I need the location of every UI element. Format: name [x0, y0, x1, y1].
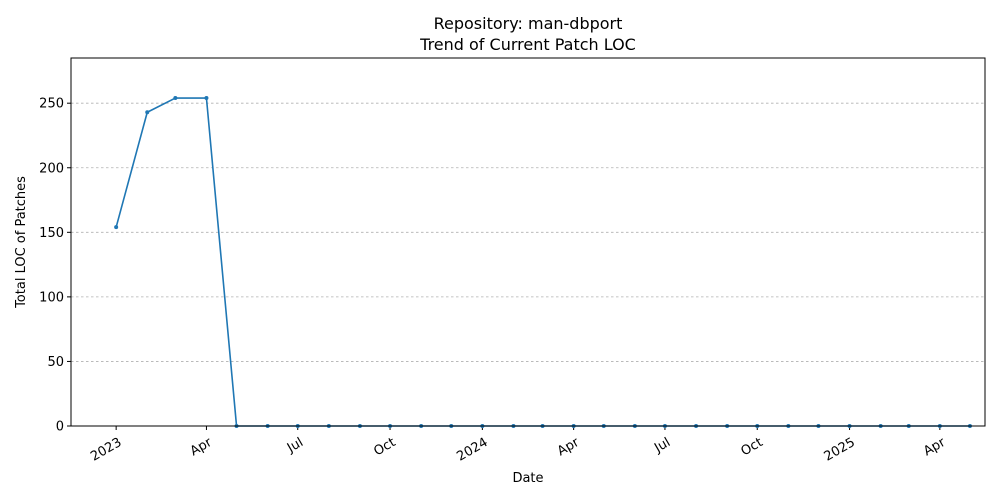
grid-lines — [71, 102, 985, 427]
x-axis-ticks: 2023 Apr Jul Oct 2024 Apr Jul Oct 2025 Apr — [88, 426, 949, 465]
y-tick-label: 100 — [39, 290, 64, 305]
y-axis-ticks: 0 50 100 150 200 250 — [39, 97, 71, 435]
data-series — [114, 96, 972, 428]
x-tick-label: 2024 — [454, 435, 490, 465]
y-tick-label: 0 — [56, 420, 64, 435]
data-point — [173, 96, 178, 101]
data-point — [145, 110, 150, 115]
x-tick-label: Apr — [188, 435, 216, 460]
data-point — [114, 225, 119, 230]
x-tick-label: Apr — [555, 435, 583, 460]
x-tick-label: 2023 — [88, 435, 124, 465]
y-axis-label: Total LOC of Patches — [14, 176, 29, 309]
chart-title-line2: Trend of Current Patch LOC — [419, 35, 636, 54]
x-tick-label: Jul — [651, 435, 673, 456]
data-point — [204, 96, 209, 101]
plot-frame — [70, 57, 986, 427]
x-tick-label: Oct — [739, 435, 766, 459]
x-tick-label: Oct — [371, 435, 398, 459]
y-tick-label: 50 — [47, 355, 64, 370]
series-line — [115, 97, 970, 427]
x-tick-label: Apr — [921, 435, 949, 460]
y-tick-label: 200 — [39, 161, 64, 176]
y-tick-label: 250 — [39, 97, 64, 112]
x-axis-label: Date — [512, 471, 543, 486]
y-tick-label: 150 — [39, 226, 64, 241]
x-tick-label: Jul — [284, 435, 306, 456]
x-tick-label: 2025 — [822, 435, 858, 465]
chart-title-line1: Repository: man-dbport — [434, 14, 623, 33]
